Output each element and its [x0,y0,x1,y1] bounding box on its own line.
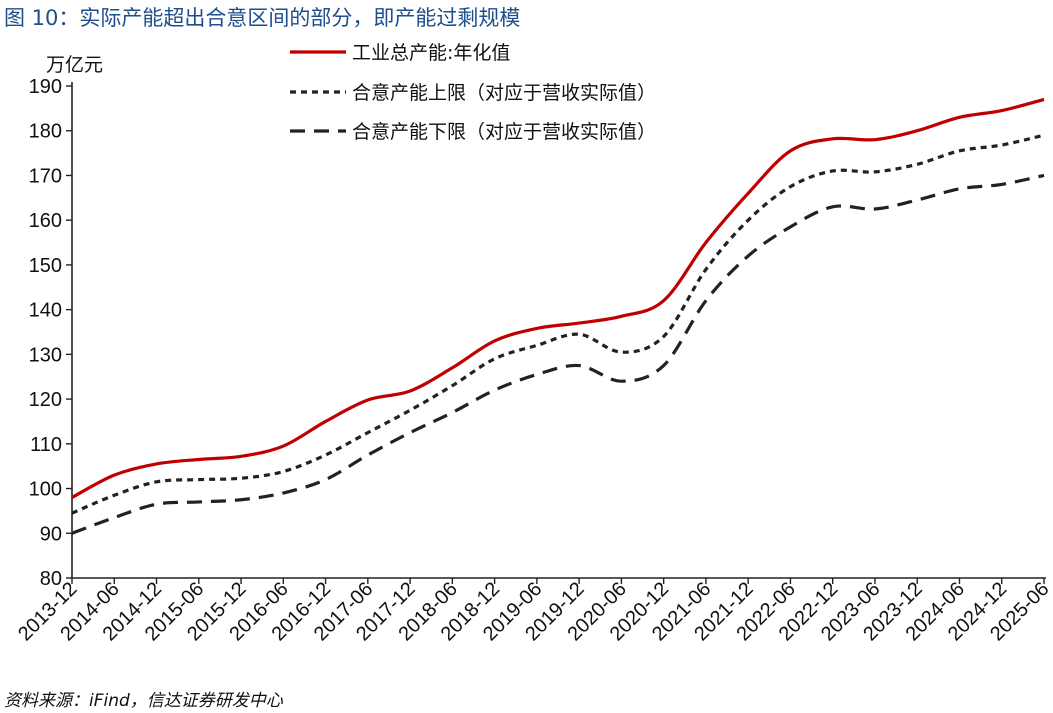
y-tick-label: 110 [30,434,62,456]
y-tick-label: 150 [29,255,62,277]
y-tick-label: 80 [40,568,62,590]
y-tick-label: 190 [29,76,62,98]
y-tick-label: 170 [29,165,62,187]
source-note: 资料来源：iFind，信达证券研发中心 [4,691,283,711]
y-tick-label: 100 [29,479,62,501]
series-lines [71,97,1045,535]
series-line-2 [71,133,1045,515]
y-tick-label: 140 [29,300,62,322]
axes: 80901001101201301401501601701801902013-1… [14,76,1053,645]
y-tick-label: 130 [29,344,62,366]
legend-label-3: 合意产能下限（对应于营收实际值） [352,121,656,143]
legend-label-2: 合意产能上限（对应于营收实际值） [352,82,656,104]
y-tick-label: 180 [29,121,62,143]
legend-label-1: 工业总产能:年化值 [352,42,510,64]
series-line-3 [71,173,1045,535]
y-tick-label: 160 [29,210,62,232]
figure-title: 图 10：实际产能超出合意区间的部分，即产能过剩规模 [4,6,521,30]
y-tick-label: 120 [29,389,62,411]
series-line-1 [71,97,1045,499]
y-tick-label: 90 [40,523,62,545]
y-unit-label: 万亿元 [46,54,104,76]
